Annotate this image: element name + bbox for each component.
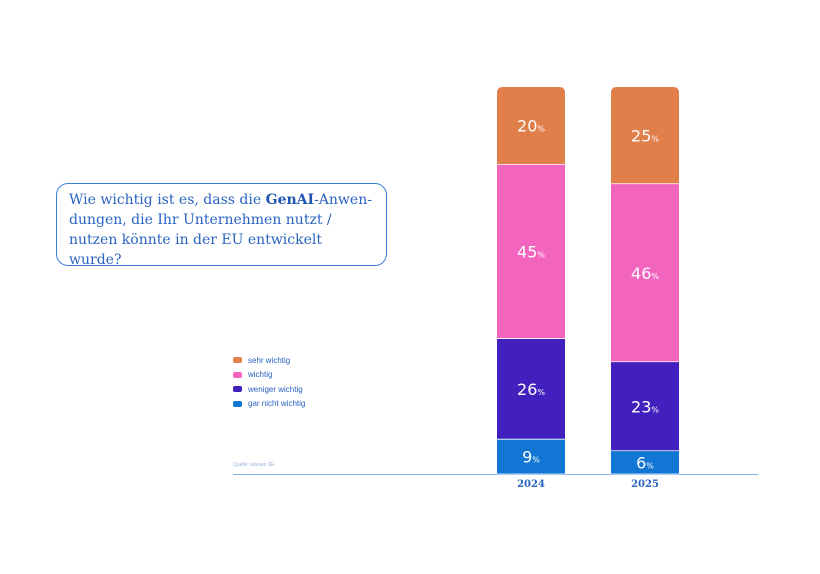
legend-label: gar nicht wichtig	[248, 399, 306, 409]
legend-label: wichtig	[248, 370, 273, 380]
question-box: Wie wichtig ist es, dass die GenAI-Anwen…	[56, 183, 387, 268]
legend-swatch	[233, 371, 242, 378]
legend: sehr wichtig wichtig weniger wichtig gar ni…	[233, 353, 305, 411]
legend-item: sehr wichtig	[233, 353, 305, 368]
bar-segment	[497, 439, 565, 474]
question-text-part2: -Anwen-dungen, die Ihr Unternehmen nutzt…	[69, 192, 372, 268]
question-text-part1: Wie wichtig ist es, dass die	[69, 192, 266, 208]
data-label: 25%	[631, 126, 659, 145]
source-note: Quelle: adesso SE	[233, 462, 275, 468]
bar-segment	[497, 87, 565, 165]
bar-segment	[497, 338, 565, 440]
bar-segment	[497, 164, 565, 339]
legend-item: gar nicht wichtig	[233, 397, 305, 412]
data-label: 45%	[517, 242, 545, 261]
bar-segment	[611, 183, 679, 362]
bar-segment	[611, 450, 679, 474]
legend-item: wichtig	[233, 368, 305, 383]
data-label: 46%	[631, 264, 659, 283]
data-label: 23%	[631, 397, 659, 416]
data-label: 9%	[522, 448, 540, 467]
legend-swatch	[233, 357, 242, 364]
category-label: 2025	[631, 479, 659, 490]
data-label: 26%	[517, 380, 545, 399]
legend-item: weniger wichtig	[233, 382, 305, 397]
legend-swatch	[233, 400, 242, 407]
legend-label: weniger wichtig	[248, 384, 303, 394]
legend-label: sehr wichtig	[248, 355, 291, 365]
bar-segment	[611, 87, 679, 184]
legend-swatch	[233, 386, 242, 393]
data-label: 20%	[517, 117, 545, 136]
data-label: 6%	[636, 453, 654, 472]
question-text-bold: GenAI	[265, 192, 315, 208]
category-label: 2024	[517, 479, 545, 490]
bar-segment	[611, 361, 679, 451]
